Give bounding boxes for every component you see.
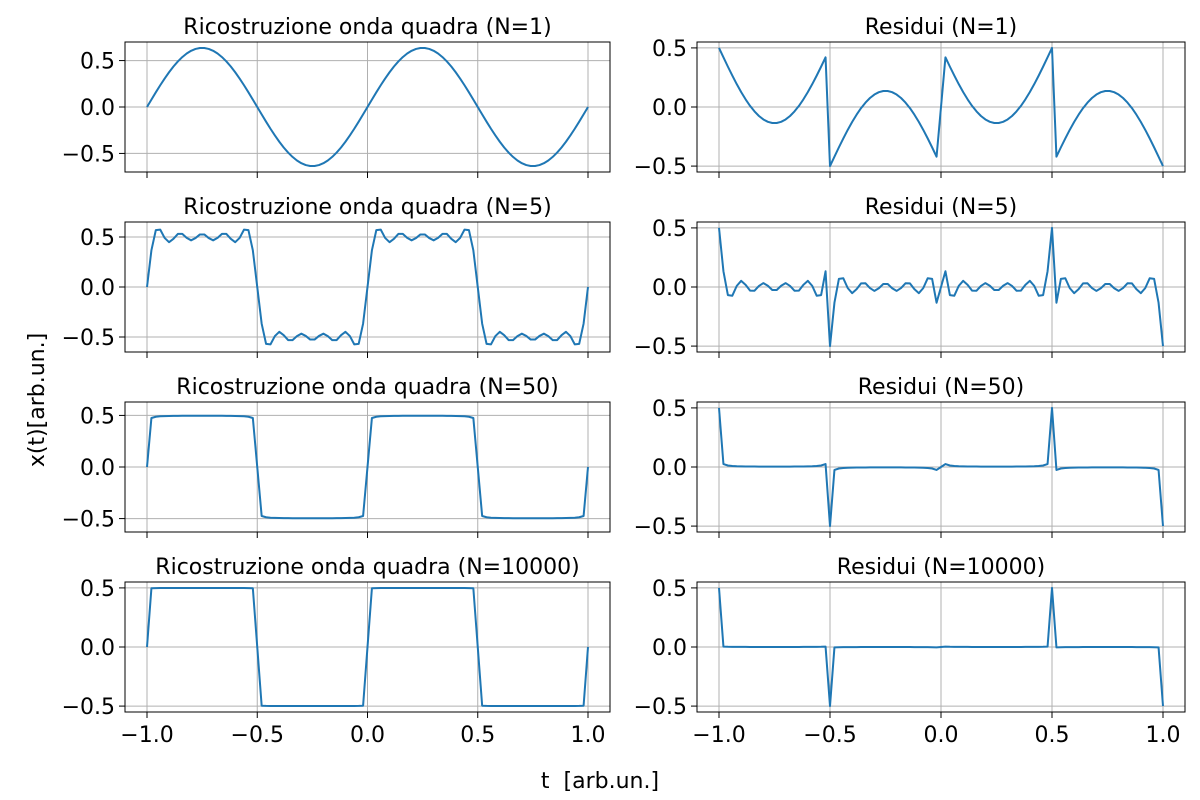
subplot-1: −0.5 0.0 0.5 Ricostruzione onda quadra (N=1…	[62, 15, 611, 178]
y-tick-label: 0.0	[652, 456, 687, 481]
x-tick-label: −0.5	[231, 723, 284, 748]
y-tick-label: −0.5	[634, 155, 687, 180]
subplot-title: Ricostruzione onda quadra (N=10000)	[155, 555, 579, 580]
y-axis-label: x(t)[arb.un.]	[25, 333, 50, 467]
series-line	[146, 228, 589, 346]
x-tick-label: 0.5	[1035, 723, 1070, 748]
subplot-3: −0.5 0.0 0.5 Ricostruzione onda quadra (N=5…	[62, 195, 611, 358]
y-tick-label: 0.5	[80, 577, 115, 602]
x-axis-label: t [arb.un.]	[541, 769, 659, 794]
subplot-title: Ricostruzione onda quadra (N=1)	[183, 15, 551, 40]
subplot-2: −0.5 0.0 0.5 Residui (N=1)	[634, 15, 1186, 180]
subplot-title: Residui (N=1)	[865, 15, 1017, 40]
y-tick-label: −0.5	[62, 508, 115, 533]
y-tick-label: −0.5	[62, 142, 115, 167]
y-tick-label: 0.5	[652, 577, 687, 602]
y-tick-label: −0.5	[634, 695, 687, 720]
y-tick-label: 0.0	[652, 636, 687, 661]
y-tick-label: −0.5	[634, 515, 687, 540]
y-tick-label: 0.5	[652, 217, 687, 242]
series-line	[718, 46, 1164, 168]
series-line	[718, 226, 1164, 348]
y-tick-label: 0.0	[652, 96, 687, 121]
series-line	[146, 47, 589, 167]
subplot-title: Residui (N=50)	[858, 375, 1024, 400]
subplot-7: −0.50.00.5−1.0 −0.5 0.0 0.5 1.0Ricostruzione…	[62, 555, 611, 748]
y-tick-label: −0.5	[634, 335, 687, 360]
y-tick-label: −0.5	[62, 326, 115, 351]
series-line	[146, 586, 589, 708]
y-tick-label: −0.5	[62, 695, 115, 720]
series-line	[146, 414, 589, 520]
subplot-title: Residui (N=10000)	[837, 555, 1045, 580]
series-line	[718, 586, 1164, 708]
y-tick-label: 0.5	[652, 397, 687, 422]
x-tick-label: 1.0	[571, 723, 606, 748]
subplot-5: −0.5 0.0 0.5 Ricostruzione onda quadra (N=5…	[62, 375, 611, 538]
series-line	[718, 406, 1164, 528]
y-tick-label: 0.0	[80, 96, 115, 121]
y-tick-label: 0.0	[80, 456, 115, 481]
y-tick-label: 0.5	[80, 226, 115, 251]
x-tick-label: −1.0	[120, 723, 173, 748]
x-tick-label: 0.0	[350, 723, 385, 748]
y-tick-label: 0.5	[80, 50, 115, 75]
x-tick-label: 1.0	[1146, 723, 1181, 748]
x-tick-label: 0.5	[460, 723, 495, 748]
subplot-title: Ricostruzione onda quadra (N=50)	[176, 375, 558, 400]
y-tick-label: 0.5	[652, 37, 687, 62]
x-tick-label: −1.0	[692, 723, 745, 748]
subplot-title: Residui (N=5)	[865, 195, 1017, 220]
subplot-title: Ricostruzione onda quadra (N=5)	[183, 195, 551, 220]
subplot-6: −0.5 0.0 0.5 Residui (N=50)	[634, 375, 1186, 540]
x-tick-label: −0.5	[803, 723, 856, 748]
subplot-4: −0.5 0.0 0.5 Residui (N=5)	[634, 195, 1186, 360]
y-tick-label: 0.0	[652, 276, 687, 301]
y-tick-label: 0.0	[80, 636, 115, 661]
y-tick-label: 0.5	[80, 404, 115, 429]
y-tick-label: 0.0	[80, 276, 115, 301]
x-tick-label: 0.0	[924, 723, 959, 748]
